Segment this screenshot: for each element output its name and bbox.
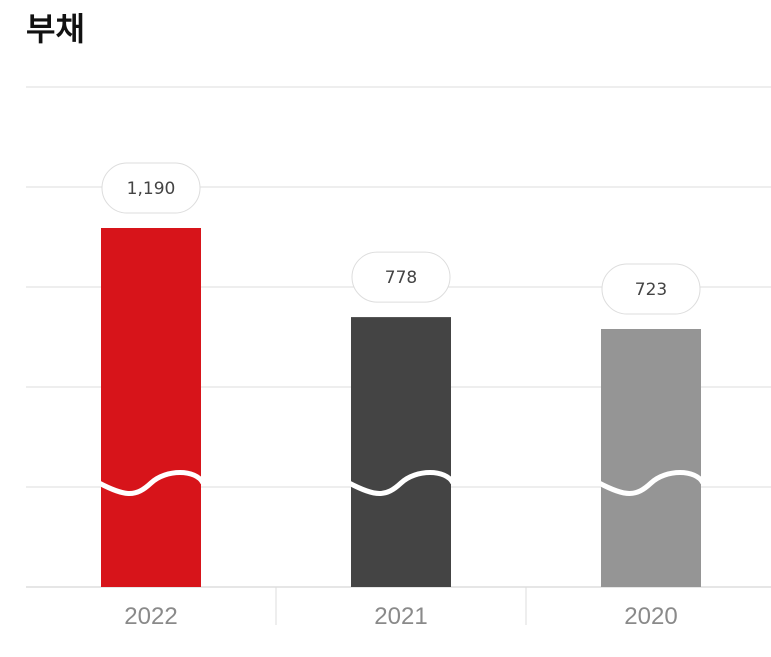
x-tick-label: 2020: [624, 603, 677, 630]
x-axis: 2022 2021 2020: [124, 587, 678, 630]
axis-break-mark: [597, 470, 706, 496]
bar-2022: [101, 228, 201, 587]
value-label: 723: [635, 280, 667, 300]
x-tick-label: 2021: [374, 603, 427, 630]
value-label-bubble: [101, 162, 201, 214]
bar-2021: [351, 317, 451, 587]
value-label: 778: [385, 268, 417, 288]
value-label-bubble: [351, 251, 451, 303]
value-labels: 1,190 778 723: [101, 162, 701, 315]
bars: [97, 228, 706, 587]
bar-2020: [601, 329, 701, 587]
value-label-bubble: [601, 263, 701, 315]
x-tick-label: 2022: [124, 603, 177, 630]
axis-break-mark: [347, 470, 456, 496]
value-label: 1,190: [127, 179, 176, 199]
axis-break-mark: [97, 470, 206, 496]
chart-title: 부채: [26, 10, 85, 48]
